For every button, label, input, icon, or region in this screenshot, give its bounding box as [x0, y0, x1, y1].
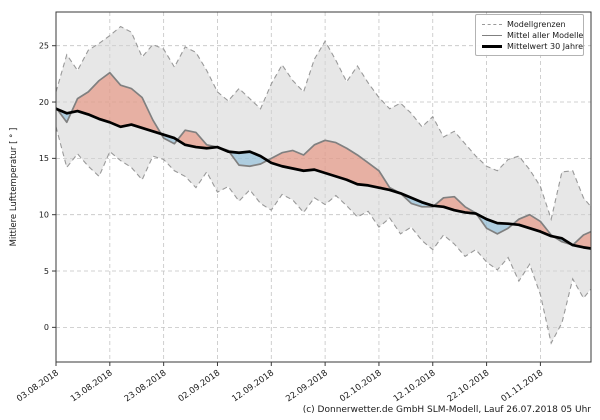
y-axis-label: Mittlere Lufttemperatur [ ° ] — [9, 127, 19, 247]
legend-label: Modellgrenzen — [507, 20, 566, 29]
model-bounds-lower-line — [55, 126, 592, 345]
dashed-line-icon — [482, 24, 502, 25]
x-tick-label: 12.09.2018 — [230, 368, 276, 404]
copyright-footer: (c) Donnerwetter.de GmbH SLM-Modell, Lau… — [302, 405, 591, 415]
warm-anomaly-fill — [433, 196, 477, 214]
warm-anomaly-fill — [267, 140, 401, 194]
x-tick-label: 13.08.2018 — [69, 368, 115, 404]
y-tick-label: 5 — [44, 267, 49, 276]
x-tick-label: 02.10.2018 — [338, 368, 384, 404]
gray-line-icon — [482, 35, 502, 36]
legend-entry-model-bounds: Modellgrenzen — [482, 19, 577, 30]
warm-anomaly-fill — [572, 231, 591, 249]
model-bounds-upper-line — [55, 25, 592, 222]
climate-mean-line — [55, 107, 592, 250]
chart-legend: Modellgrenzen Mittel aller Modelle Mitte… — [475, 14, 584, 56]
y-tick-label: 25 — [39, 42, 49, 51]
model-mean-line — [55, 71, 592, 246]
x-tick-label: 02.09.2018 — [177, 368, 223, 404]
y-tick-label: 15 — [39, 154, 49, 163]
y-tick-label: 10 — [39, 210, 49, 219]
legend-label: Mittelwert 30 Jahre — [507, 42, 584, 51]
x-tick-label: 01.11.2018 — [500, 368, 546, 404]
y-tick-label: 20 — [39, 98, 49, 107]
model-range-band — [56, 26, 591, 344]
warm-anomaly-fill — [512, 214, 554, 237]
legend-entry-30yr-mean: Mittelwert 30 Jahre — [482, 41, 583, 52]
x-tick-label: 22.10.2018 — [446, 368, 492, 404]
x-tick-label: 22.09.2018 — [284, 368, 330, 404]
legend-entry-model-mean: Mittel aller Modelle — [482, 30, 583, 41]
black-line-icon — [482, 45, 502, 48]
x-tick-label: 03.08.2018 — [15, 368, 61, 404]
x-tick-label: 23.08.2018 — [123, 368, 169, 404]
x-tick-label: 12.10.2018 — [392, 368, 438, 404]
legend-label: Mittel aller Modelle — [507, 31, 584, 40]
plot-frame — [55, 11, 592, 363]
y-tick-label: 0 — [44, 323, 49, 332]
warm-anomaly-fill — [71, 72, 162, 134]
